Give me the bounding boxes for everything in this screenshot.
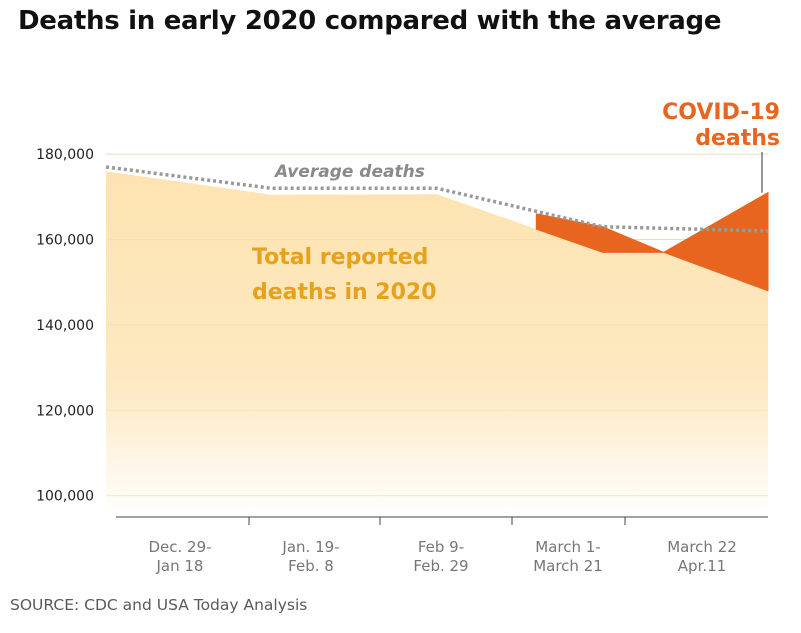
source-note: SOURCE: CDC and USA Today Analysis — [10, 596, 308, 614]
y-tick-label-0: 100,000 — [36, 489, 94, 505]
total-deaths-label-0: Total reported — [252, 245, 428, 270]
x-tick-label-1-1: Feb. 8 — [288, 557, 334, 575]
covid-deaths-label-1: deaths — [695, 126, 780, 151]
x-tick-label-3-0: March 1- — [535, 538, 600, 556]
total-deaths-label-1: deaths in 2020 — [252, 280, 437, 305]
y-tick-label-1: 120,000 — [36, 403, 94, 419]
x-tick-label-4-1: Apr.11 — [678, 557, 726, 575]
average-deaths-line — [105, 165, 769, 233]
x-tick-label-2-0: Feb 9- — [418, 538, 464, 556]
covid-deaths-label-0: COVID-19 — [662, 100, 780, 125]
y-tick-label-2: 140,000 — [36, 318, 94, 334]
x-tick-label-4-0: March 22 — [667, 538, 737, 556]
x-tick-label-0-0: Dec. 29- — [148, 538, 211, 556]
y-tick-label-3: 160,000 — [36, 233, 94, 249]
x-tick-label-3-1: March 21 — [533, 557, 603, 575]
y-tick-label-4: 180,000 — [36, 147, 94, 163]
average-deaths-label: Average deaths — [273, 162, 425, 182]
covid-deaths-area — [535, 192, 769, 292]
x-tick-label-1-0: Jan. 19- — [281, 538, 339, 556]
x-tick-label-2-1: Feb. 29 — [413, 557, 468, 575]
chart-title: Deaths in early 2020 compared with the a… — [18, 6, 722, 36]
x-tick-label-0-1: Jan 18 — [156, 557, 204, 575]
total-deaths-area — [106, 171, 768, 517]
